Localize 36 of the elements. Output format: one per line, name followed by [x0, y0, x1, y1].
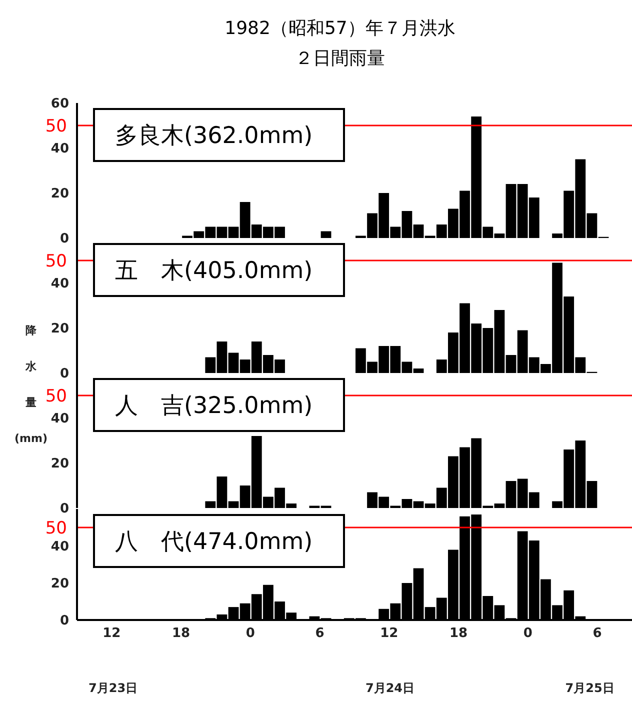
text: 7月23日: [88, 680, 139, 697]
text: 7月24日: [364, 680, 416, 697]
y-tick-label: 40: [50, 276, 69, 292]
y-tick-label: 20: [50, 186, 69, 202]
ref-line-label: 50: [45, 116, 67, 136]
ref-line-label: 50: [45, 252, 67, 272]
y-tick-label: 20: [50, 322, 69, 337]
y-tick-label: 40: [50, 142, 69, 157]
bar: [320, 231, 332, 238]
x-tick-label: 0: [246, 626, 255, 642]
ref-line-label: 50: [45, 386, 67, 406]
y-tick-label: 60: [50, 96, 69, 112]
text: 人 吉(325.0mm): [115, 392, 313, 420]
x-tick-label: 18: [450, 626, 468, 642]
text: 八 代(474.0mm): [115, 528, 313, 556]
y-tick-label: 20: [50, 456, 69, 472]
y-tick-label: 20: [50, 576, 69, 592]
text: 7月25日: [564, 680, 616, 697]
text: 降水量(mm): [14, 324, 48, 445]
y-tick-label: 40: [50, 540, 69, 555]
x-tick-label: 12: [380, 626, 398, 642]
ref-line-label: 50: [45, 518, 67, 538]
text: 五 木(405.0mm): [115, 256, 313, 286]
x-tick-label: 6: [592, 626, 602, 642]
y-tick-label: 0: [60, 614, 69, 629]
x-tick-label: 6: [315, 626, 324, 642]
y-tick-label: 0: [60, 502, 69, 517]
chart-title: 1982（昭和57）年７月洪水: [224, 17, 456, 41]
x-tick-label: 0: [523, 626, 532, 642]
y-tick-label: 0: [60, 366, 69, 382]
text: 多良木(362.0mm): [115, 122, 313, 150]
chart-subtitle: ２日間雨量: [294, 47, 386, 71]
y-tick-label: 0: [60, 232, 69, 247]
x-tick-label: 12: [102, 626, 121, 642]
y-tick-label: 40: [50, 412, 69, 427]
x-tick-label: 18: [172, 626, 190, 642]
